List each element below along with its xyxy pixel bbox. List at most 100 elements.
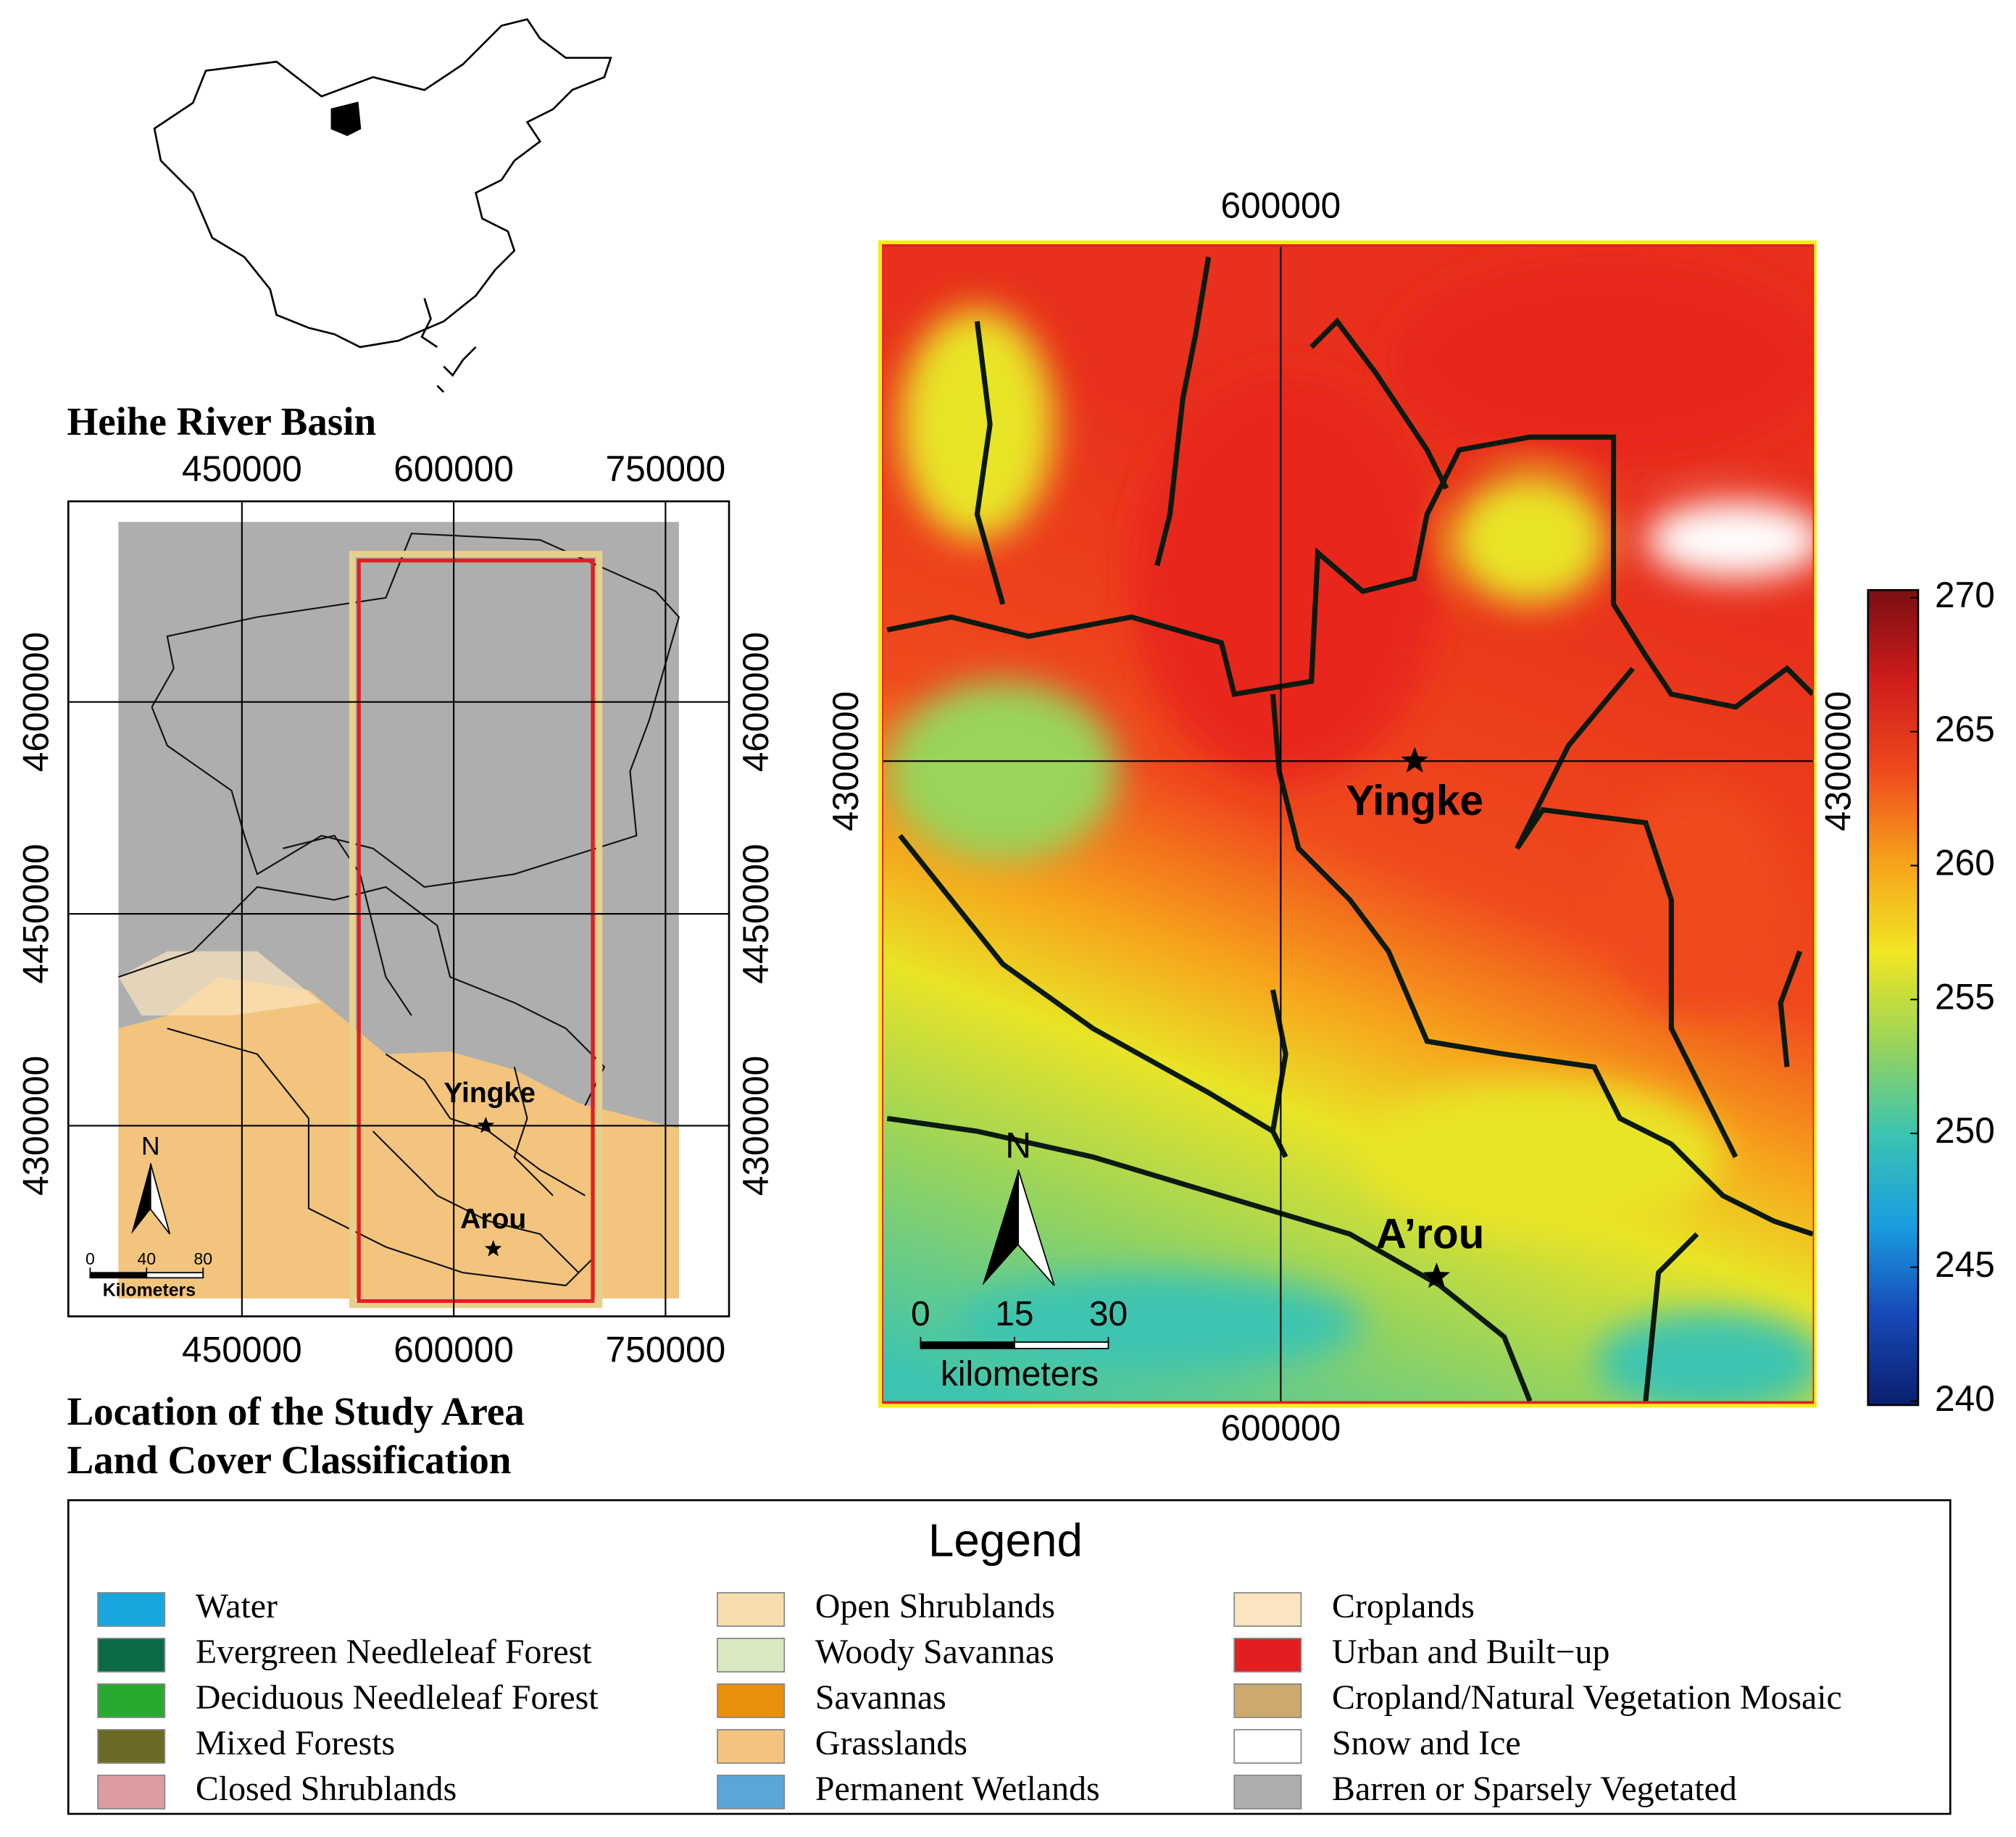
china-outline (153, 18, 612, 349)
legend: Legend Water Evergreen Needleleaf Forest D… (67, 1499, 1952, 1815)
place-marker (1423, 1262, 1451, 1288)
y-tick-label: 4300000 (825, 691, 866, 831)
legend-swatch (717, 1638, 786, 1673)
legend-label: Deciduous Needleleaf Forest (196, 1678, 599, 1717)
boundary (886, 434, 1813, 710)
legend-swatch (97, 1592, 166, 1627)
colorbar-label: 255 (1935, 976, 1995, 1017)
colorbar-label: 260 (1935, 843, 1995, 883)
legend-label: Urban and Built−up (1332, 1633, 1609, 1671)
x-tick-label: 450000 (182, 449, 302, 489)
scale-bar-unit: Kilometers (103, 1280, 196, 1300)
colorbar-label: 250 (1935, 1110, 1995, 1151)
scale-bar-label: 80 (193, 1249, 212, 1268)
china-inset (153, 18, 612, 393)
legend-label: Croplands (1332, 1587, 1475, 1625)
north-arrow (131, 1163, 151, 1235)
legend-label: Snow and Ice (1332, 1724, 1521, 1762)
boundary (1270, 693, 1813, 1237)
legend-label: Closed Shrublands (196, 1770, 457, 1808)
caption: Land Cover Classification (67, 1438, 511, 1482)
islands (436, 385, 445, 393)
scale-bar-unit: kilometers (941, 1355, 1099, 1394)
legend-label: Mixed Forests (196, 1724, 395, 1762)
y-tick-label: 4300000 (1818, 691, 1859, 831)
boundary (886, 1115, 1533, 1401)
scale-bar-segment (146, 1272, 204, 1279)
map-overlay: 600000 600000 4300000 4300000 Yingke A’rou N 0 1… (825, 186, 1859, 1449)
north-label: N (141, 1132, 160, 1161)
boundary (513, 1067, 554, 1196)
boundary (372, 1130, 580, 1273)
boundary (1778, 950, 1803, 1067)
map-title: Heihe River Basin (67, 399, 376, 443)
legend-swatch (717, 1774, 786, 1809)
x-tick-label: 750000 (606, 449, 726, 489)
x-tick-label: 450000 (182, 1329, 302, 1370)
islands (420, 298, 438, 349)
boundary (974, 321, 1006, 605)
x-tick-label: 750000 (606, 1329, 726, 1370)
place-marker (1401, 746, 1428, 773)
boundary (167, 1028, 592, 1287)
y-tick-label: 4600000 (736, 632, 776, 772)
legend-label: Permanent Wetlands (815, 1770, 1100, 1808)
legend-swatch (1233, 1592, 1302, 1627)
legend-swatch (97, 1683, 166, 1718)
legend-swatch (97, 1728, 166, 1764)
place-label: Arou (460, 1204, 526, 1235)
grassland-area (118, 977, 679, 1299)
boundary (898, 833, 1275, 1134)
legend-label: Open Shrublands (815, 1587, 1055, 1625)
basin-boundaries (118, 533, 680, 1287)
boundary (385, 1053, 586, 1196)
raster-texture (887, 257, 1813, 1401)
place-marker (477, 1117, 495, 1133)
legend-label: Savannas (815, 1678, 946, 1717)
colorbar-label: 245 (1935, 1244, 1995, 1285)
boundary (1309, 317, 1449, 490)
place-marker (484, 1240, 502, 1257)
boundary (118, 886, 606, 1107)
colorbar-label: 265 (1935, 709, 1995, 749)
colorbar (1867, 588, 1920, 1407)
legend-swatch (717, 1683, 786, 1718)
x-tick-label: 600000 (1221, 186, 1341, 226)
boundaries (886, 257, 1813, 1401)
x-tick-label: 600000 (393, 1329, 514, 1370)
temperature-map (878, 240, 1817, 1408)
legend-box (67, 1499, 1952, 1815)
land-cover-map (67, 500, 730, 1317)
colorbar-label: 270 (1935, 575, 1995, 615)
scale-bar-label: 30 (1089, 1295, 1128, 1333)
boundary (1643, 1232, 1699, 1401)
north-arrow (149, 1163, 171, 1235)
y-tick-label: 4300000 (736, 1056, 776, 1196)
legend-label: Evergreen Needleleaf Forest (196, 1633, 592, 1671)
boundary (151, 533, 680, 888)
boundary (1515, 667, 1738, 1159)
legend-swatch (717, 1728, 786, 1764)
study-area-box (357, 558, 595, 1303)
x-tick-label: 600000 (393, 449, 514, 489)
legend-swatch (97, 1638, 166, 1673)
north-arrow (1017, 1170, 1055, 1286)
legend-label: Water (196, 1587, 278, 1625)
scale-bar-label: 40 (137, 1249, 156, 1268)
scale-bar-segment (920, 1341, 1015, 1349)
legend-label: Cropland/Natural Vegetation Mosaic (1332, 1678, 1842, 1717)
north-label: N (1005, 1125, 1031, 1166)
place-label: Yingke (1346, 777, 1483, 824)
islands (443, 346, 477, 378)
boundary (1270, 989, 1288, 1159)
study-basin (330, 101, 362, 136)
scale-bar-label: 0 (911, 1295, 930, 1333)
legend-swatch (717, 1592, 786, 1627)
boundary (283, 834, 412, 1017)
legend-swatch (1233, 1683, 1302, 1718)
y-tick-label: 4450000 (736, 843, 776, 983)
legend-title: Legend (928, 1514, 1083, 1566)
legend-swatch (97, 1774, 166, 1809)
